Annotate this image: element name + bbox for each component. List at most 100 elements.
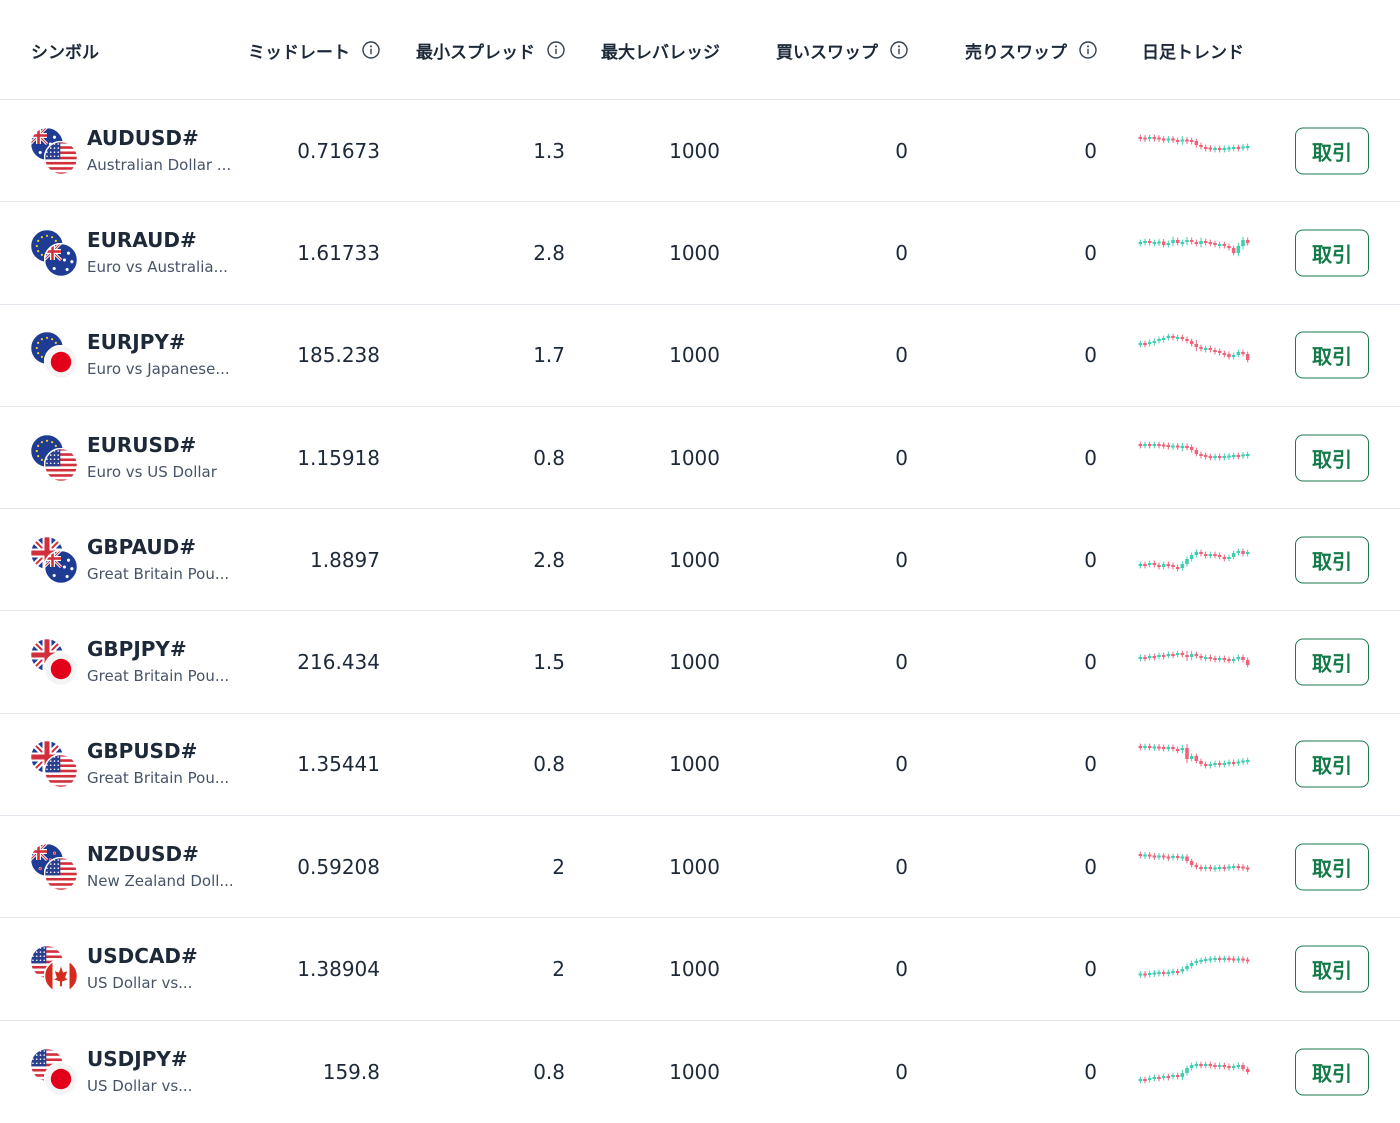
candle-down	[1161, 444, 1166, 447]
trade-button[interactable]: 取引	[1295, 740, 1369, 788]
max-leverage-value: 1000	[669, 138, 720, 163]
buy-swap-cell: 0	[730, 918, 908, 1019]
candle-down	[1152, 562, 1157, 565]
header-mid-rate[interactable]: ミッドレート	[200, 0, 380, 100]
symbol-cell[interactable]: GBPAUD# Great Britain Pou...	[87, 534, 237, 586]
symbol-cell[interactable]: NZDUSD# New Zealand Doll...	[87, 841, 237, 893]
buy-swap-cell: 0	[730, 100, 908, 201]
table-row-gbpusd[interactable]: GBPUSD# Great Britain Pou... 1.35441 0.8…	[0, 714, 1400, 817]
min-spread-value: 0.8	[533, 752, 565, 777]
candle-down	[1213, 350, 1217, 353]
table-row-gbpjpy[interactable]: GBPJPY# Great Britain Pou... 216.434 1.5…	[0, 611, 1400, 714]
candle-down	[1175, 239, 1180, 243]
candle-up	[1143, 443, 1147, 446]
candle-up	[1194, 1063, 1199, 1066]
candle-up	[1245, 760, 1250, 763]
trade-button[interactable]: 取引	[1295, 638, 1369, 686]
header-symbol[interactable]: シンボル	[31, 42, 99, 63]
table-row-usdcad[interactable]: USDCAD# US Dollar vs... 1.38904 2 1000 0…	[0, 918, 1400, 1021]
candle-up	[1189, 1064, 1194, 1068]
table-row-nzdusd[interactable]: NZDUSD# New Zealand Doll... 0.59208 2 10…	[0, 816, 1400, 919]
symbol-cell[interactable]: EURUSD# Euro vs US Dollar	[87, 432, 237, 484]
candle-down	[1143, 563, 1147, 566]
symbol-code: EURAUD#	[87, 227, 197, 252]
mid-rate-value: 0.59208	[297, 854, 380, 879]
candle-down	[1245, 867, 1250, 870]
symbol-cell[interactable]: EURJPY# Euro vs Japanese...	[87, 329, 237, 381]
sell-swap-value: 0	[1084, 752, 1097, 777]
mid-rate-cell: 1.35441	[200, 714, 380, 815]
trade-button[interactable]: 取引	[1295, 536, 1369, 584]
candle-down	[1217, 554, 1222, 557]
sell-swap-cell: 0	[920, 407, 1097, 508]
mid-rate-cell: 0.71673	[200, 100, 380, 201]
candle-up	[1143, 240, 1147, 243]
symbol-code: USDCAD#	[87, 944, 198, 969]
symbol-cell[interactable]: USDJPY# US Dollar vs...	[87, 1046, 237, 1098]
table-row-gbpaud[interactable]: GBPAUD# Great Britain Pou... 1.8897 2.8 …	[0, 509, 1400, 612]
candle-down	[1199, 1063, 1203, 1066]
candle-down	[1217, 763, 1222, 766]
table-row-euraud[interactable]: EURAUD# Euro vs Australia... 1.61733 2.8…	[0, 202, 1400, 305]
table-row-eurusd[interactable]: EURUSD# Euro vs US Dollar 1.15918 0.8 10…	[0, 407, 1400, 510]
info-icon[interactable]	[362, 41, 380, 59]
candle-up	[1222, 958, 1227, 961]
currency-flags	[30, 638, 78, 687]
candle-up	[1236, 657, 1241, 660]
mid-rate-value: 1.15918	[297, 445, 380, 470]
candle-up	[1231, 355, 1236, 358]
trade-button[interactable]: 取引	[1295, 843, 1369, 891]
mid-rate-cell: 1.8897	[200, 509, 380, 610]
table-row-usdjpy[interactable]: USDJPY# US Dollar vs... 159.8 0.8 1000 0…	[0, 1021, 1400, 1123]
daily-trend-chart	[1138, 333, 1250, 363]
header-max-leverage[interactable]: 最大レバレッジ	[601, 42, 720, 63]
buy-swap-cell: 0	[730, 202, 908, 303]
max-leverage-value: 1000	[669, 240, 720, 265]
max-leverage-value: 1000	[669, 445, 720, 470]
candle-up	[1157, 339, 1161, 342]
candle-down	[1217, 351, 1222, 354]
table-row-eurjpy[interactable]: EURJPY# Euro vs Japanese... 185.238 1.7 …	[0, 305, 1400, 407]
header-buy-swap[interactable]: 買いスワップ	[730, 0, 908, 100]
candle-down	[1245, 1068, 1250, 1072]
trade-button[interactable]: 取引	[1295, 331, 1369, 379]
candle-down	[1227, 958, 1231, 961]
info-icon[interactable]	[1079, 41, 1097, 59]
buy-swap-value: 0	[895, 343, 908, 368]
candle-down	[1203, 454, 1208, 457]
candle-down	[1194, 654, 1199, 657]
symbol-cell[interactable]: AUDUSD# Australian Dollar ...	[87, 125, 237, 177]
candle-up	[1227, 455, 1231, 458]
trade-button[interactable]: 取引	[1295, 945, 1369, 993]
table-row-audusd[interactable]: AUDUSD# Australian Dollar ... 0.71673 1.…	[0, 100, 1400, 203]
min-spread-value: 2	[552, 957, 565, 982]
header-sell-swap[interactable]: 売りスワップ	[920, 0, 1097, 100]
symbol-code: GBPUSD#	[87, 739, 198, 764]
currency-flags	[30, 740, 78, 789]
sell-swap-value: 0	[1084, 240, 1097, 265]
symbol-cell[interactable]: EURAUD# Euro vs Australia...	[87, 227, 237, 279]
info-icon[interactable]	[547, 41, 565, 59]
candle-down	[1171, 654, 1175, 657]
candle-down	[1245, 660, 1250, 666]
mid-rate-cell: 1.15918	[200, 407, 380, 508]
trade-button[interactable]: 取引	[1295, 127, 1369, 175]
sell-swap-cell: 0	[920, 509, 1097, 610]
info-icon[interactable]	[890, 41, 908, 59]
trade-button[interactable]: 取引	[1295, 229, 1369, 277]
candle-up	[1231, 659, 1236, 662]
candle-down	[1227, 1065, 1231, 1068]
symbol-cell[interactable]: GBPJPY# Great Britain Pou...	[87, 636, 237, 688]
candle-up	[1180, 856, 1185, 859]
symbol-cell[interactable]: USDCAD# US Dollar vs...	[87, 943, 237, 995]
candle-up	[1236, 1064, 1241, 1067]
header-min-spread[interactable]: 最小スプレッド	[390, 0, 565, 100]
candle-down	[1203, 146, 1208, 149]
mid-rate-cell: 216.434	[200, 611, 380, 712]
candle-up	[1157, 855, 1161, 858]
trade-button[interactable]: 取引	[1295, 1048, 1369, 1096]
trade-button[interactable]: 取引	[1295, 434, 1369, 482]
symbol-cell[interactable]: GBPUSD# Great Britain Pou...	[87, 738, 237, 790]
candle-down	[1175, 566, 1180, 569]
candle-up	[1166, 654, 1171, 657]
